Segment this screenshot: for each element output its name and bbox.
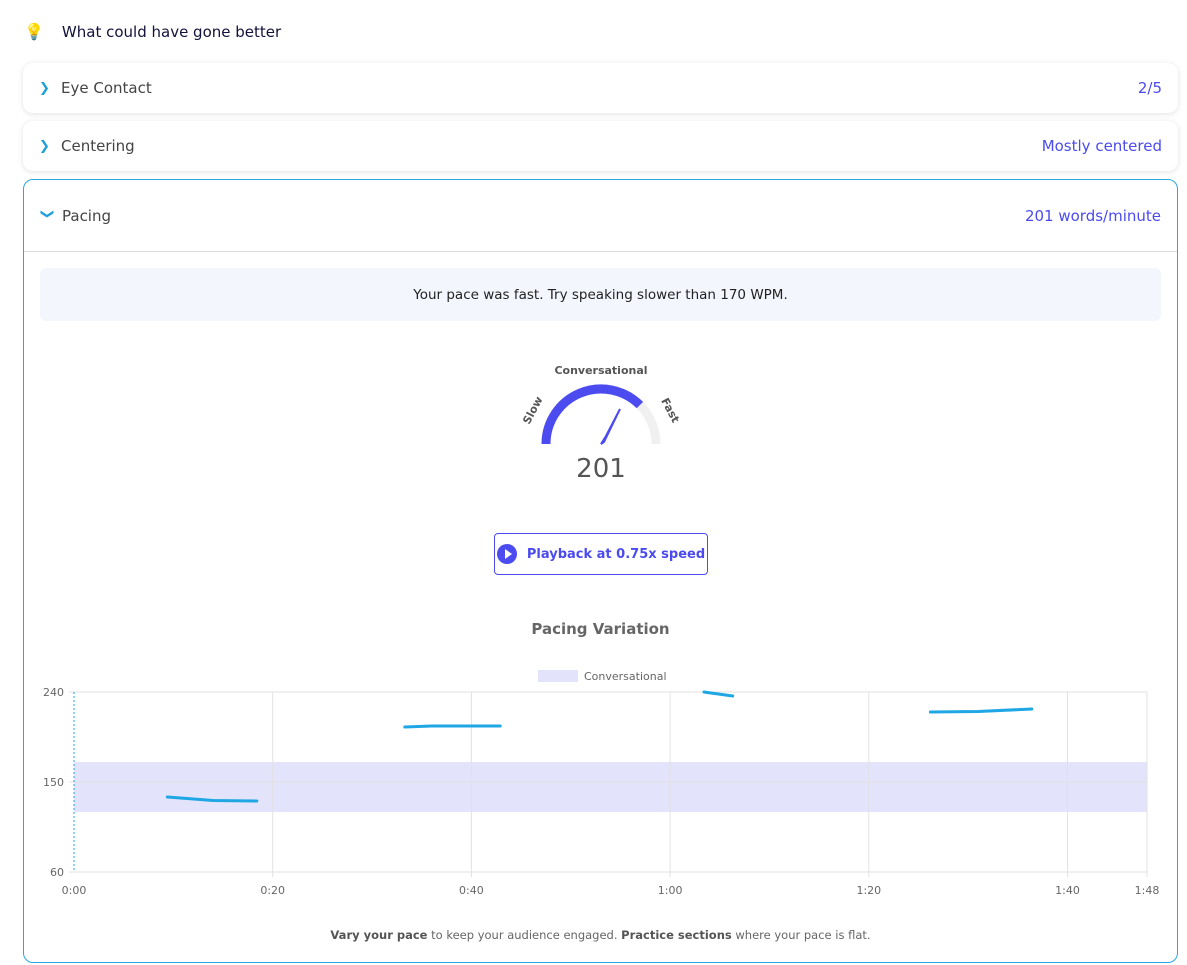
chart-title: Pacing Variation (531, 620, 670, 638)
gauge-value: 201 (576, 454, 626, 484)
accordion-label: Centering (61, 137, 135, 155)
pace-line-segment (165, 795, 259, 803)
play-icon (496, 544, 517, 564)
pace-line-segment (928, 707, 1034, 714)
pace-line-segment (702, 690, 735, 698)
legend-swatch (538, 670, 578, 682)
pacing-chart: Conversational 0:00 0:20 0:40 1:00 1:20 1:40 1:… (43, 670, 1160, 897)
gauge-right-label: Fast (658, 396, 682, 425)
gauge-fill (541, 384, 644, 445)
pace-line-segment (403, 724, 502, 729)
y-tick-label: 240 (43, 686, 64, 699)
accordion-label: Pacing (62, 206, 112, 225)
accordion-label: Eye Contact (61, 79, 152, 97)
pace-gauge: Conversational Slow Fast 201 (520, 364, 682, 484)
lightbulb-icon: 💡 (24, 22, 44, 41)
x-tick-label: 0:20 (260, 884, 285, 897)
chevron-right-icon: ❯ (39, 80, 50, 96)
x-tick-label: 1:20 (856, 884, 881, 897)
accordion-centering[interactable]: ❯ Centering Mostly centered (23, 121, 1178, 171)
chevron-right-icon: ❯ (39, 138, 50, 154)
gauge-top-label: Conversational (554, 364, 647, 377)
accordion-pacing-header[interactable]: ❯ Pacing 201 words/minute (24, 180, 1177, 252)
gauge-left-label: Slow (520, 394, 545, 426)
y-tick-label: 150 (43, 776, 64, 789)
x-tick-label: 1:48 (1135, 884, 1160, 897)
section-title: What could have gone better (61, 22, 282, 41)
accordion-pacing: ❯ Pacing 201 words/minute Your pace was … (23, 179, 1178, 963)
accordion-eye-contact[interactable]: ❯ Eye Contact 2/5 (23, 63, 1178, 113)
x-tick-label: 1:00 (658, 884, 683, 897)
gauge-needle (600, 408, 621, 445)
pace-message: Your pace was fast. Try speaking slower … (40, 268, 1161, 321)
y-tick-label: 60 (50, 866, 64, 879)
x-tick-label: 0:40 (459, 884, 484, 897)
accordion-value: Mostly centered (1041, 137, 1162, 155)
gauge-track (541, 384, 661, 445)
legend-label: Conversational (584, 670, 667, 683)
chevron-down-icon: ❯ (39, 208, 55, 220)
x-tick-label: 0:00 (62, 884, 87, 897)
playback-label: Playback at 0.75x speed (526, 546, 706, 562)
x-tick-label: 1:40 (1055, 884, 1080, 897)
accordion-value: 2/5 (1137, 79, 1162, 97)
section-header: 💡 What could have gone better (24, 22, 281, 41)
chart-footer: Vary your pace to keep your audience eng… (330, 928, 871, 942)
playback-button[interactable]: Playback at 0.75x speed (494, 533, 708, 575)
conversational-band (74, 762, 1147, 812)
accordion-value: 201 words/minute (1024, 206, 1161, 225)
